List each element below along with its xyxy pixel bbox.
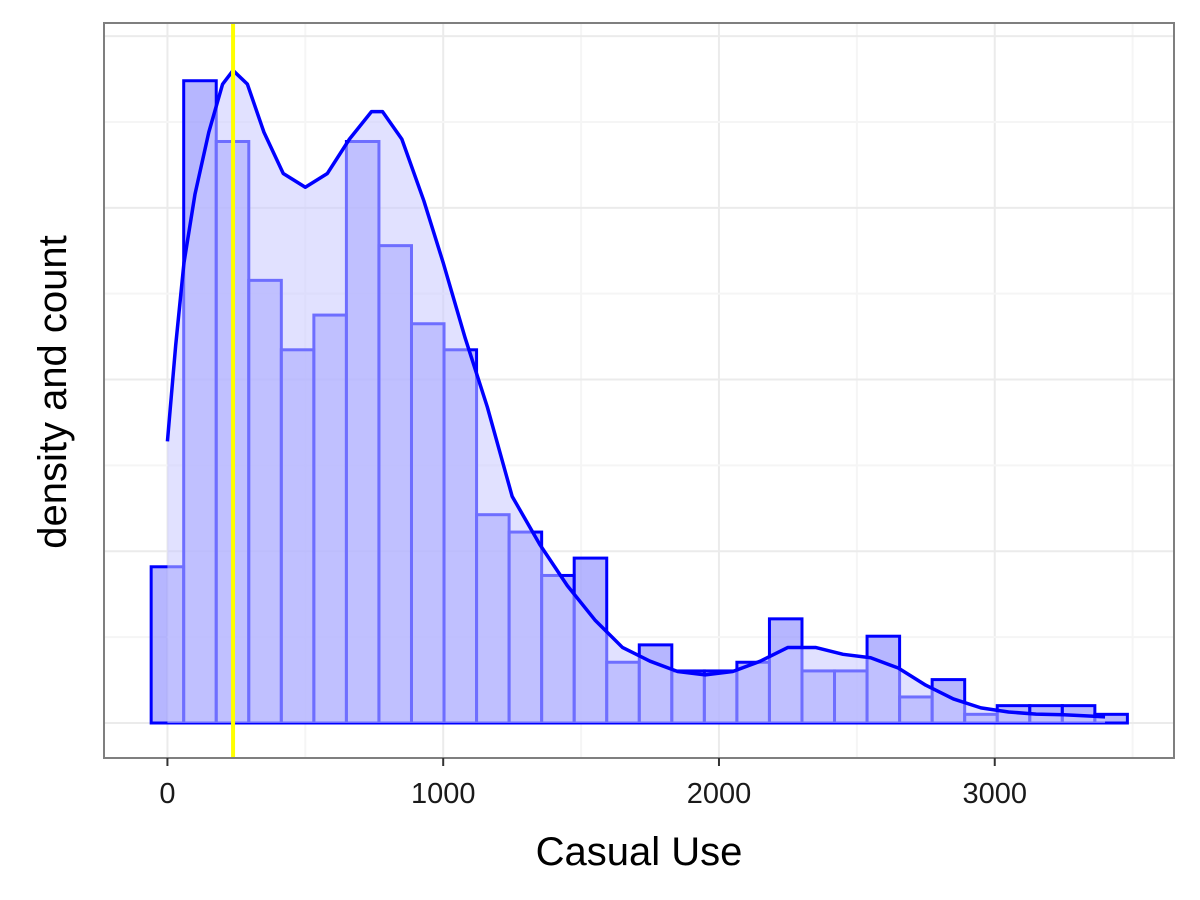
x-tick-label: 1000 xyxy=(411,778,476,810)
density-line xyxy=(165,68,1106,719)
density-area xyxy=(167,70,1106,723)
density-curve xyxy=(165,68,1106,723)
x-tick-label: 0 xyxy=(159,778,175,810)
x-tick-label: 3000 xyxy=(962,778,1027,810)
panel-border-rect xyxy=(103,22,1175,759)
x-tick-label: 2000 xyxy=(687,778,752,810)
x-axis: 0 1000 2000 3000 xyxy=(159,758,1027,810)
panel-border xyxy=(103,22,1175,759)
y-axis-title: density and count xyxy=(31,235,75,549)
x-axis-title: Casual Use xyxy=(536,830,743,874)
